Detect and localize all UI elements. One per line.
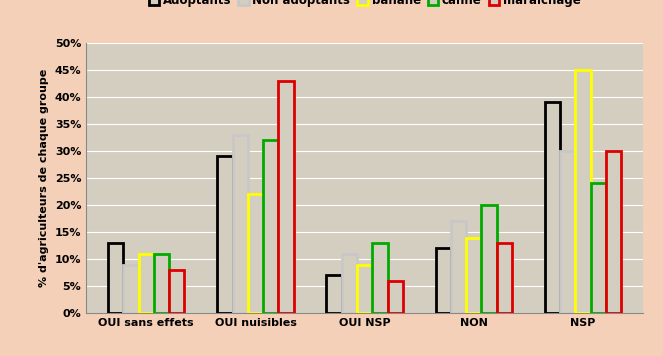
Bar [575,70,591,313]
Legend: Adoptants, Non adoptants, banane, canne, maraîchage: Adoptants, Non adoptants, banane, canne,… [144,0,585,11]
Bar [497,243,512,313]
Bar [217,156,233,313]
Bar [388,281,403,313]
Bar [481,205,497,313]
Y-axis label: % d'agriculteurs de chaque groupe: % d'agriculteurs de chaque groupe [39,69,49,287]
Bar [451,221,466,313]
Bar [341,254,357,313]
Bar [373,243,388,313]
Bar [233,135,248,313]
Bar [123,265,139,313]
Bar [154,254,169,313]
Bar [545,102,560,313]
Bar [560,151,575,313]
Bar [606,151,621,313]
Bar [108,243,123,313]
Bar [326,276,341,313]
Bar [248,194,263,313]
Bar [466,237,481,313]
Bar [278,80,294,313]
Bar [139,254,154,313]
Bar [263,140,278,313]
Bar [169,270,184,313]
Bar [357,265,373,313]
Bar [591,183,606,313]
Bar [436,248,451,313]
